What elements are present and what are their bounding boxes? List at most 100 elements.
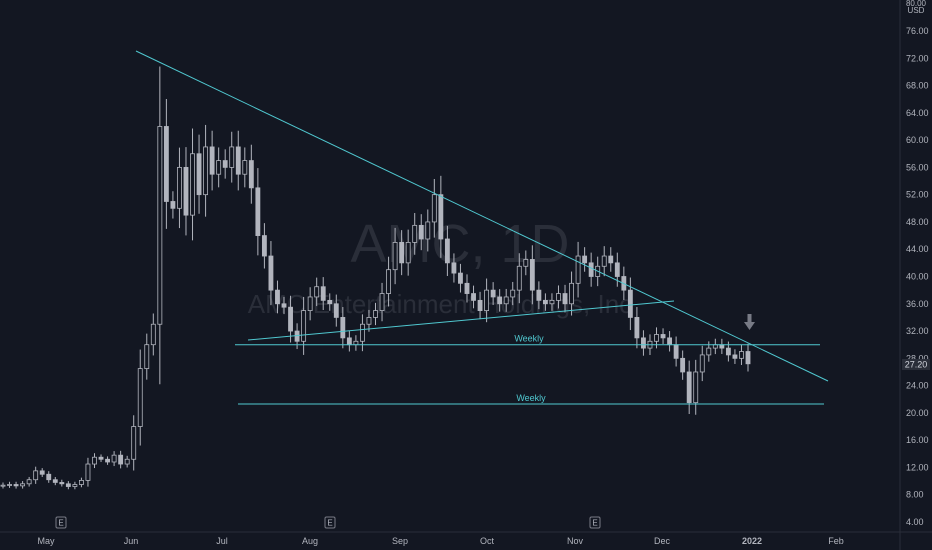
candle-up[interactable] <box>392 242 398 271</box>
candle-up[interactable] <box>307 296 313 311</box>
candle-up[interactable] <box>523 259 529 267</box>
candle-down[interactable] <box>399 242 405 264</box>
candle-down[interactable] <box>235 146 241 175</box>
price-axis[interactable]: 4.00 8.00 12.00 16.00 20.00 24.00 28.00 32.00 36… <box>906 26 929 527</box>
candle-up[interactable] <box>203 146 209 196</box>
candle-up[interactable] <box>516 265 522 291</box>
candle-down[interactable] <box>275 289 280 305</box>
candle-up[interactable] <box>706 347 712 356</box>
candle-up[interactable] <box>72 484 78 487</box>
candle-up[interactable] <box>157 126 163 325</box>
candle-down[interactable] <box>261 235 267 257</box>
descending-trendline[interactable] <box>135 50 829 382</box>
candle-up[interactable] <box>131 426 137 460</box>
candle-up[interactable] <box>431 194 437 223</box>
candle-up[interactable] <box>739 351 744 359</box>
candle-up[interactable] <box>405 242 411 264</box>
candle-up[interactable] <box>20 483 26 487</box>
candle-down[interactable] <box>196 153 202 196</box>
candle-down[interactable] <box>497 296 503 305</box>
candle-up[interactable] <box>360 323 365 342</box>
candle-down[interactable] <box>582 255 588 264</box>
candle-up[interactable] <box>229 146 235 168</box>
candle-up[interactable] <box>177 166 182 209</box>
candle-up[interactable] <box>301 310 307 342</box>
candle-up[interactable] <box>425 221 431 240</box>
candle-down[interactable] <box>170 201 176 209</box>
candle-down[interactable] <box>248 160 254 189</box>
candle-down[interactable] <box>660 334 666 339</box>
candle-down[interactable] <box>608 255 614 264</box>
candle-up[interactable] <box>353 340 359 346</box>
candle-up[interactable] <box>137 368 143 427</box>
candle-down[interactable] <box>46 473 52 481</box>
candle-down[interactable] <box>725 347 731 356</box>
candle-down[interactable] <box>680 357 686 373</box>
candle-down[interactable] <box>458 272 463 284</box>
candle-up[interactable] <box>386 269 391 294</box>
candle-up[interactable] <box>92 456 97 465</box>
candle-up[interactable] <box>693 371 699 404</box>
candle-down[interactable] <box>732 354 738 359</box>
candle-down[interactable] <box>65 483 71 487</box>
candle-down[interactable] <box>294 330 300 342</box>
candle-down[interactable] <box>105 458 110 463</box>
candle-up[interactable] <box>366 317 372 325</box>
rising-trendline[interactable] <box>247 300 675 341</box>
weekly-levels[interactable]: Weekly Weekly <box>235 334 824 405</box>
candle-up[interactable] <box>575 255 581 284</box>
candle-down[interactable] <box>163 126 169 202</box>
candle-up[interactable] <box>0 484 6 487</box>
candle-down[interactable] <box>562 293 568 305</box>
candle-up[interactable] <box>601 255 607 267</box>
earnings-badge-icon[interactable]: E <box>55 516 67 529</box>
candle-up[interactable] <box>33 470 39 481</box>
candle-down[interactable] <box>333 303 339 318</box>
candle-down[interactable] <box>281 303 287 308</box>
candle-down[interactable] <box>13 484 19 487</box>
candle-down[interactable] <box>536 289 542 301</box>
candle-down[interactable] <box>673 344 679 359</box>
candle-up[interactable] <box>144 344 150 369</box>
candle-down[interactable] <box>418 224 424 240</box>
candle-up[interactable] <box>7 484 12 486</box>
candle-down[interactable] <box>634 317 640 339</box>
candle-up[interactable] <box>111 454 117 463</box>
candle-down[interactable] <box>490 289 496 298</box>
candle-down[interactable] <box>320 286 326 301</box>
candle-down[interactable] <box>745 351 751 365</box>
candle-down[interactable] <box>118 454 124 465</box>
candle-down[interactable] <box>464 282 470 294</box>
candle-down[interactable] <box>340 317 346 339</box>
candle-up[interactable] <box>412 224 418 243</box>
candle-up[interactable] <box>150 323 156 346</box>
candle-down[interactable] <box>346 337 352 346</box>
candle-down[interactable] <box>719 344 725 349</box>
candle-down[interactable] <box>438 194 444 240</box>
candle-up[interactable] <box>569 282 574 305</box>
candle-up[interactable] <box>78 480 84 485</box>
candle-down[interactable] <box>59 482 65 485</box>
candle-down[interactable] <box>209 146 215 175</box>
candle-down[interactable] <box>588 262 594 277</box>
candle-up[interactable] <box>314 286 320 298</box>
candle-up[interactable] <box>124 458 130 465</box>
candle-down[interactable] <box>641 337 646 349</box>
candle-up[interactable] <box>549 299 555 305</box>
candle-up[interactable] <box>379 293 385 311</box>
candle-down[interactable] <box>444 238 450 264</box>
candle-down[interactable] <box>98 456 104 460</box>
candle-up[interactable] <box>26 479 32 485</box>
candle-up[interactable] <box>510 289 516 298</box>
time-axis[interactable]: May Jun Jul Aug Sep Oct Nov Dec 2022 Feb <box>37 536 843 546</box>
candle-up[interactable] <box>85 463 91 481</box>
candle-up[interactable] <box>699 354 705 373</box>
candle-down[interactable] <box>39 470 45 475</box>
candle-down[interactable] <box>667 337 673 346</box>
candle-down[interactable] <box>451 262 457 274</box>
candle-down[interactable] <box>686 371 692 404</box>
candle-up[interactable] <box>712 344 718 349</box>
earnings-badge-icon[interactable]: E <box>324 516 336 529</box>
candle-down[interactable] <box>327 299 333 305</box>
